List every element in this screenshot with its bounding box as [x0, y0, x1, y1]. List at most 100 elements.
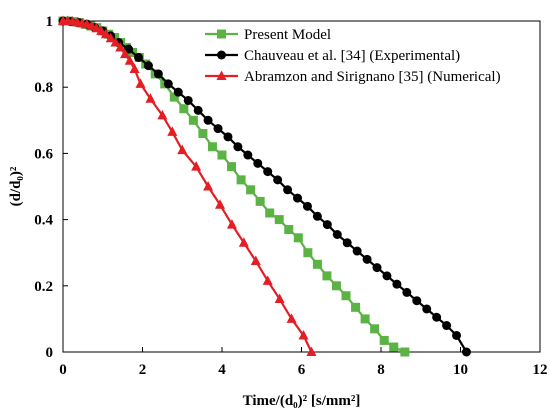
data-point	[188, 115, 198, 125]
data-point	[203, 181, 214, 191]
series-layer	[58, 15, 471, 357]
data-point	[298, 329, 309, 340]
data-point	[227, 162, 237, 172]
data-point	[274, 293, 285, 304]
data-point	[215, 199, 226, 209]
legend-marker	[216, 70, 227, 80]
data-point	[157, 109, 168, 120]
series-3	[58, 15, 317, 356]
x-tick-label: 10	[453, 362, 468, 378]
data-point	[286, 313, 297, 323]
data-point	[173, 87, 183, 97]
data-point	[223, 132, 233, 142]
legend-marker	[217, 29, 226, 39]
data-point	[120, 48, 131, 59]
data-point	[145, 93, 156, 103]
data-point	[312, 259, 322, 269]
data-point	[243, 150, 253, 160]
legend-entry: Abramzon and Sirignano [35] (Numerical)	[205, 69, 501, 85]
data-point	[392, 279, 402, 289]
legend-label: Chauveau et al. [34] (Experimental)	[244, 48, 460, 64]
data-point	[135, 78, 146, 88]
data-point	[198, 129, 208, 139]
data-point	[169, 92, 179, 102]
data-point	[283, 185, 293, 195]
legend: Present Model Chauveau et al. [34] (Exper…	[205, 27, 501, 85]
data-point	[193, 105, 203, 115]
x-tick-label: 4	[218, 362, 226, 378]
data-point	[273, 175, 283, 185]
x-tick-label: 8	[377, 362, 385, 378]
legend-marker	[217, 50, 226, 60]
data-point	[303, 248, 313, 258]
x-axis-label: Time/(d₀)² [s/mm²]	[243, 393, 361, 409]
y-tick-label: 0.2	[34, 279, 53, 295]
data-point	[402, 287, 412, 297]
data-point	[236, 175, 246, 185]
y-tick-label: 0.4	[34, 213, 53, 229]
data-point	[322, 220, 332, 230]
legend-entry: Present Model	[205, 27, 331, 43]
data-point	[442, 321, 452, 331]
data-point	[274, 215, 284, 225]
data-point	[370, 324, 380, 334]
data-point	[96, 25, 107, 35]
data-point	[389, 342, 399, 352]
y-tick-label: 0.8	[34, 80, 53, 96]
data-point	[302, 201, 312, 211]
data-point	[213, 124, 223, 134]
data-point	[262, 275, 273, 285]
data-point	[255, 196, 265, 206]
data-point	[163, 79, 173, 89]
data-point	[226, 219, 237, 229]
data-point	[322, 271, 332, 281]
data-point	[153, 69, 163, 79]
data-point	[167, 126, 178, 136]
legend-label: Abramzon and Sirignano [35] (Numerical)	[244, 69, 501, 85]
y-tick-label: 0.6	[34, 146, 53, 162]
data-point	[105, 32, 116, 43]
data-point	[351, 302, 361, 312]
data-point	[191, 161, 202, 171]
y-axis-label: (d/d₀)²	[8, 166, 24, 206]
data-point	[203, 115, 213, 125]
legend-entry: Chauveau et al. [34] (Experimental)	[205, 48, 460, 64]
data-point	[341, 291, 351, 301]
series-1	[58, 16, 410, 357]
x-tick-label: 2	[139, 362, 147, 378]
data-point	[253, 158, 263, 168]
data-point	[100, 28, 111, 39]
data-point	[246, 185, 256, 195]
data-point	[379, 335, 389, 345]
data-point	[412, 296, 422, 306]
data-point	[179, 104, 189, 114]
data-point	[110, 37, 121, 47]
x-tick-label: 6	[298, 362, 306, 378]
data-point	[115, 41, 126, 52]
data-point	[293, 233, 303, 243]
data-point	[382, 271, 392, 281]
data-point	[284, 225, 294, 235]
axes: 0 2 4 6 8 10 12 0 0.2 0.4 0.6 0.8 1	[34, 14, 547, 378]
x-tick-label: 0	[59, 362, 67, 378]
data-point	[372, 263, 382, 273]
data-point	[293, 193, 303, 203]
series-2	[58, 16, 471, 357]
data-point	[312, 211, 322, 221]
data-point	[461, 347, 471, 357]
y-tick-label: 0	[46, 345, 54, 361]
data-point	[352, 246, 362, 256]
data-point	[331, 281, 341, 291]
data-point	[263, 167, 273, 177]
data-point	[362, 254, 372, 264]
data-point	[306, 346, 317, 356]
data-point	[124, 55, 135, 65]
data-point	[452, 330, 462, 340]
data-point	[332, 229, 342, 239]
data-point	[183, 95, 193, 105]
x-tick-label: 12	[533, 362, 548, 378]
data-point	[177, 144, 188, 155]
data-point	[360, 314, 370, 324]
data-point	[400, 347, 410, 357]
